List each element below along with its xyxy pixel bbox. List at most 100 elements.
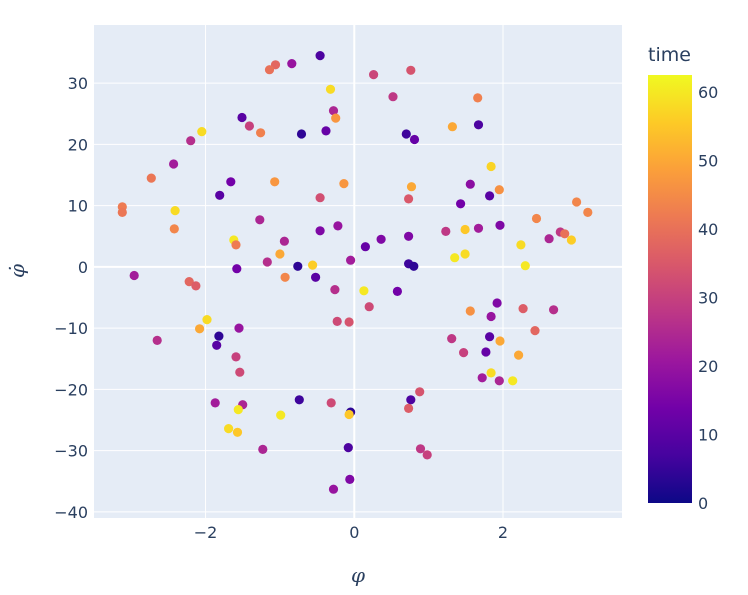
plot-background — [94, 25, 622, 518]
colorbar-tick-label: 0 — [698, 494, 708, 513]
data-point — [258, 444, 268, 454]
data-point — [231, 240, 241, 250]
data-point — [231, 352, 241, 362]
colorbar-tick-label: 50 — [698, 152, 718, 171]
data-point — [339, 179, 349, 189]
data-point — [202, 315, 212, 325]
data-point — [275, 249, 285, 259]
y-tick-label: 0 — [78, 258, 88, 277]
data-point — [514, 350, 524, 360]
colorbar-tick-label: 40 — [698, 220, 718, 239]
y-tick-label: 10 — [68, 197, 88, 216]
data-point — [344, 317, 354, 327]
data-point — [544, 234, 554, 244]
data-point — [516, 240, 526, 250]
x-tick-label: 0 — [349, 523, 359, 542]
data-point — [326, 398, 336, 408]
data-point — [244, 121, 254, 131]
data-point — [404, 194, 414, 204]
y-axis-title: φ̇ — [5, 264, 29, 278]
data-point — [447, 122, 457, 132]
data-point — [486, 368, 496, 378]
data-point — [169, 224, 179, 234]
data-point — [117, 207, 127, 217]
data-point — [333, 221, 343, 231]
data-point — [234, 323, 244, 333]
data-point — [495, 220, 505, 230]
data-point — [328, 484, 339, 494]
data-point — [330, 285, 340, 295]
y-tick-label: 30 — [68, 74, 88, 93]
zero-lines — [94, 25, 622, 518]
data-point — [315, 51, 325, 61]
data-point — [325, 84, 336, 94]
data-point — [477, 373, 487, 383]
data-point — [332, 316, 342, 326]
colorbar — [648, 75, 692, 503]
data-point — [409, 261, 419, 271]
data-point — [276, 410, 286, 420]
data-point — [465, 179, 475, 189]
data-point — [233, 405, 243, 415]
data-point — [447, 334, 457, 344]
data-point — [345, 474, 355, 484]
data-point — [465, 306, 475, 316]
data-point — [530, 326, 540, 336]
data-point — [146, 173, 156, 183]
data-point — [296, 129, 307, 139]
y-tick-label: −30 — [54, 442, 88, 461]
data-point — [364, 302, 374, 312]
data-point — [195, 324, 205, 334]
x-tick-label: −2 — [194, 523, 218, 542]
data-point — [459, 348, 469, 358]
data-point — [494, 376, 504, 386]
data-point — [311, 272, 321, 282]
data-point — [495, 336, 505, 346]
data-point — [520, 261, 530, 271]
data-point — [279, 236, 289, 246]
data-point — [473, 120, 484, 130]
x-tick-label: 2 — [498, 523, 508, 542]
data-point — [186, 136, 196, 146]
data-point — [184, 277, 194, 287]
data-point — [369, 70, 379, 80]
data-point — [486, 311, 496, 322]
data-point — [232, 427, 243, 437]
data-point — [376, 234, 386, 244]
data-point — [560, 229, 570, 239]
data-point — [409, 134, 420, 145]
data-point — [508, 376, 518, 386]
data-point — [401, 129, 411, 139]
data-point — [308, 260, 318, 270]
y-tick-label: 20 — [68, 135, 88, 154]
data-point — [346, 255, 356, 265]
gridlines — [94, 25, 622, 518]
data-point — [518, 304, 528, 314]
data-point — [566, 235, 577, 245]
data-point — [360, 242, 370, 252]
data-point — [214, 331, 224, 341]
data-point — [441, 226, 451, 236]
data-point — [264, 65, 275, 75]
data-point — [406, 395, 416, 405]
data-points — [117, 51, 593, 494]
data-point — [212, 340, 222, 350]
data-point — [262, 257, 272, 267]
data-point — [415, 387, 425, 397]
data-point — [226, 177, 236, 187]
data-point — [280, 272, 290, 282]
data-point — [331, 113, 341, 123]
data-point — [129, 270, 139, 281]
data-point — [392, 286, 402, 296]
data-point — [549, 305, 559, 315]
data-point — [293, 261, 303, 271]
data-point — [415, 444, 426, 454]
data-point — [460, 249, 470, 259]
data-point — [237, 112, 247, 123]
data-point — [287, 59, 297, 69]
data-point — [270, 177, 280, 187]
data-point — [232, 264, 242, 274]
data-point — [256, 128, 266, 138]
data-point — [481, 347, 491, 357]
